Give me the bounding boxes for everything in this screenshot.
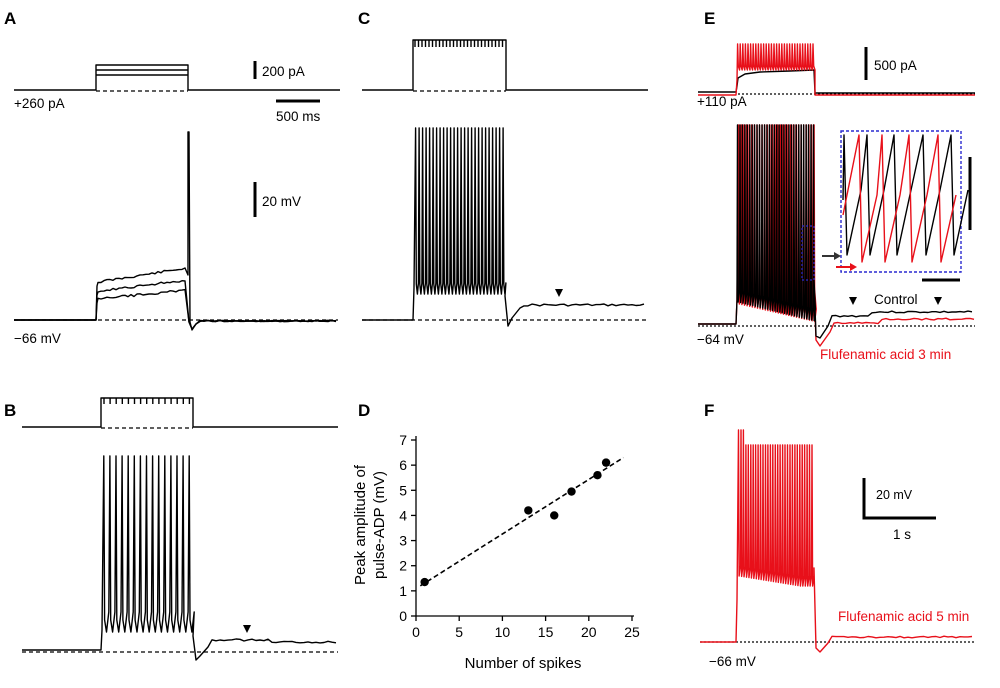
panel-a-current-steps: [14, 64, 340, 92]
panel-d-x-axis-label: Number of spikes: [465, 655, 582, 672]
panel-d-scatter-chart: Peak amplitude of pulse-ADP (mV) Number …: [352, 432, 640, 672]
panel-e-control-label: Control: [874, 292, 918, 307]
panel-a: A +260 pA 200 pA 500 ms 20 mV −66 mV: [4, 9, 340, 346]
panel-d-label: D: [358, 401, 370, 420]
panel-d-x-tick-label: 0: [412, 624, 420, 640]
panel-d-y-axis-label-line2: pulse-ADP (mV): [371, 471, 388, 579]
panel-d-x-tick-label: 20: [581, 624, 597, 640]
panel-d-data-point: [601, 458, 611, 467]
panel-b: B: [4, 397, 338, 661]
panel-e-arrowhead-1: [849, 297, 857, 305]
panel-a-current-scale-label: 200 pA: [262, 64, 305, 79]
panel-e-arrowhead-2: [934, 297, 942, 305]
panel-f-resting-potential: −66 mV: [709, 654, 756, 669]
panel-d-y-tick-label: 6: [399, 457, 407, 473]
panel-d-x-tick-label: 25: [624, 624, 640, 640]
panel-e-current-value: +110 pA: [697, 94, 747, 109]
panel-d-data-point: [524, 506, 533, 515]
panel-d-y-tick-label: 5: [399, 482, 407, 498]
panel-d-x-tick-label: 15: [538, 624, 554, 640]
panel-b-adp-arrowhead: [243, 625, 251, 633]
panel-c-label: C: [358, 9, 370, 28]
panel-d-y-tick-label: 0: [399, 608, 407, 624]
panel-d-y-tick-label: 2: [399, 558, 407, 574]
panel-d-data-point: [567, 487, 576, 496]
panel-f-label: F: [704, 401, 714, 420]
panel-e-label: E: [704, 9, 715, 28]
panel-e-zoom-region: [801, 225, 815, 281]
panel-a-label: A: [4, 9, 16, 28]
panel-e: E +110 pA 500 pA Control Flufenamic acid…: [697, 9, 975, 362]
panel-b-current-pulses: [22, 397, 338, 429]
panel-a-resting-potential: −66 mV: [14, 331, 61, 346]
panel-f-voltage-trace: [700, 429, 975, 653]
panel-f-time-scale-label: 1 s: [893, 527, 911, 542]
panel-e-voltage-traces: [698, 124, 975, 347]
panel-c-adp-arrowhead: [555, 289, 563, 297]
panel-e-inset: [822, 130, 972, 282]
panel-e-drug-label: Flufenamic acid 3 min: [820, 347, 951, 362]
panel-d-y-tick-label: 4: [399, 507, 407, 523]
panel-c-voltage-trace: [362, 127, 648, 327]
panel-d-fit-line: [419, 456, 624, 587]
panel-e-current-traces: [698, 43, 975, 96]
panel-f-voltage-scale-label: 20 mV: [876, 488, 913, 502]
panel-e-resting-potential: −64 mV: [697, 332, 744, 347]
panel-b-label: B: [4, 401, 16, 420]
panel-c-current-pulses: [362, 39, 648, 92]
panel-e-inset-arrow-red: [836, 263, 857, 271]
panel-d-x-tick-label: 10: [495, 624, 511, 640]
panel-a-time-scale-label: 500 ms: [276, 109, 321, 124]
panel-c: C: [358, 9, 648, 327]
panel-a-voltage-traces: [14, 131, 338, 331]
panel-f: F 20 mV 1 s Flufenamic acid 5 min −66 mV: [700, 401, 975, 669]
panel-d-data-point: [550, 511, 559, 520]
panel-d-y-tick-label: 7: [399, 432, 407, 448]
panel-f-drug-label: Flufenamic acid 5 min: [838, 609, 969, 624]
panel-e-inset-arrow-black: [822, 252, 841, 260]
panel-e-current-scale-label: 500 pA: [874, 58, 917, 73]
panel-d-y-axis-label-line1: Peak amplitude of: [352, 464, 369, 585]
panel-d-data-point: [593, 471, 602, 480]
panel-b-voltage-trace: [22, 455, 338, 661]
panel-d-data-point: [420, 577, 429, 587]
panel-a-voltage-scale-label: 20 mV: [262, 194, 301, 209]
panel-d-x-tick-label: 5: [455, 624, 463, 640]
panel-f-scale-bars: [862, 478, 936, 520]
panel-d: D Peak amplitude of pulse-ADP (mV) Numbe…: [352, 401, 640, 672]
panel-d-y-tick-label: 1: [399, 583, 407, 599]
panel-d-y-tick-label: 3: [399, 533, 407, 549]
panel-a-current-value: +260 pA: [14, 96, 65, 111]
